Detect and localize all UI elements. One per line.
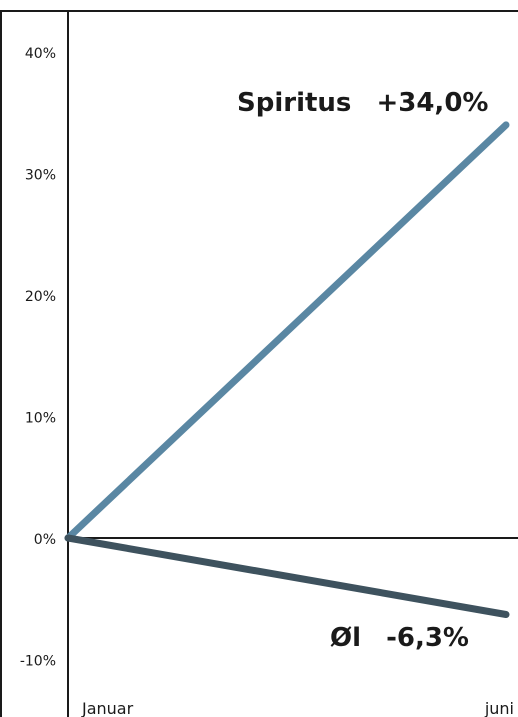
series-label-spiritus: Spiritus +34,0% <box>237 88 488 118</box>
series-label-ol: Øl -6,3% <box>330 623 469 653</box>
series-line-spiritus <box>64 121 510 542</box>
y-tick-label: 30% <box>25 168 56 184</box>
series-name-ol: Øl <box>330 623 361 653</box>
y-tick-label: 20% <box>25 289 56 305</box>
y-tick-label: -10% <box>20 654 56 670</box>
series-name-spiritus: Spiritus <box>237 88 351 118</box>
x-tick-label: juni <box>484 699 514 717</box>
y-tick-label: 10% <box>25 411 56 427</box>
y-tick-label: 0% <box>34 532 56 548</box>
series-change-spiritus: +34,0% <box>376 88 488 118</box>
series-change-ol: -6,3% <box>386 623 469 653</box>
series-lines <box>64 121 510 618</box>
y-tick-label: 40% <box>25 46 56 62</box>
y-tick-labels: 40% 30% 20% 10% 0% -10% <box>20 46 56 670</box>
x-tick-label: Januar <box>81 699 134 717</box>
x-tick-labels: Januar juni <box>81 699 514 717</box>
series-line-ol <box>64 534 510 618</box>
